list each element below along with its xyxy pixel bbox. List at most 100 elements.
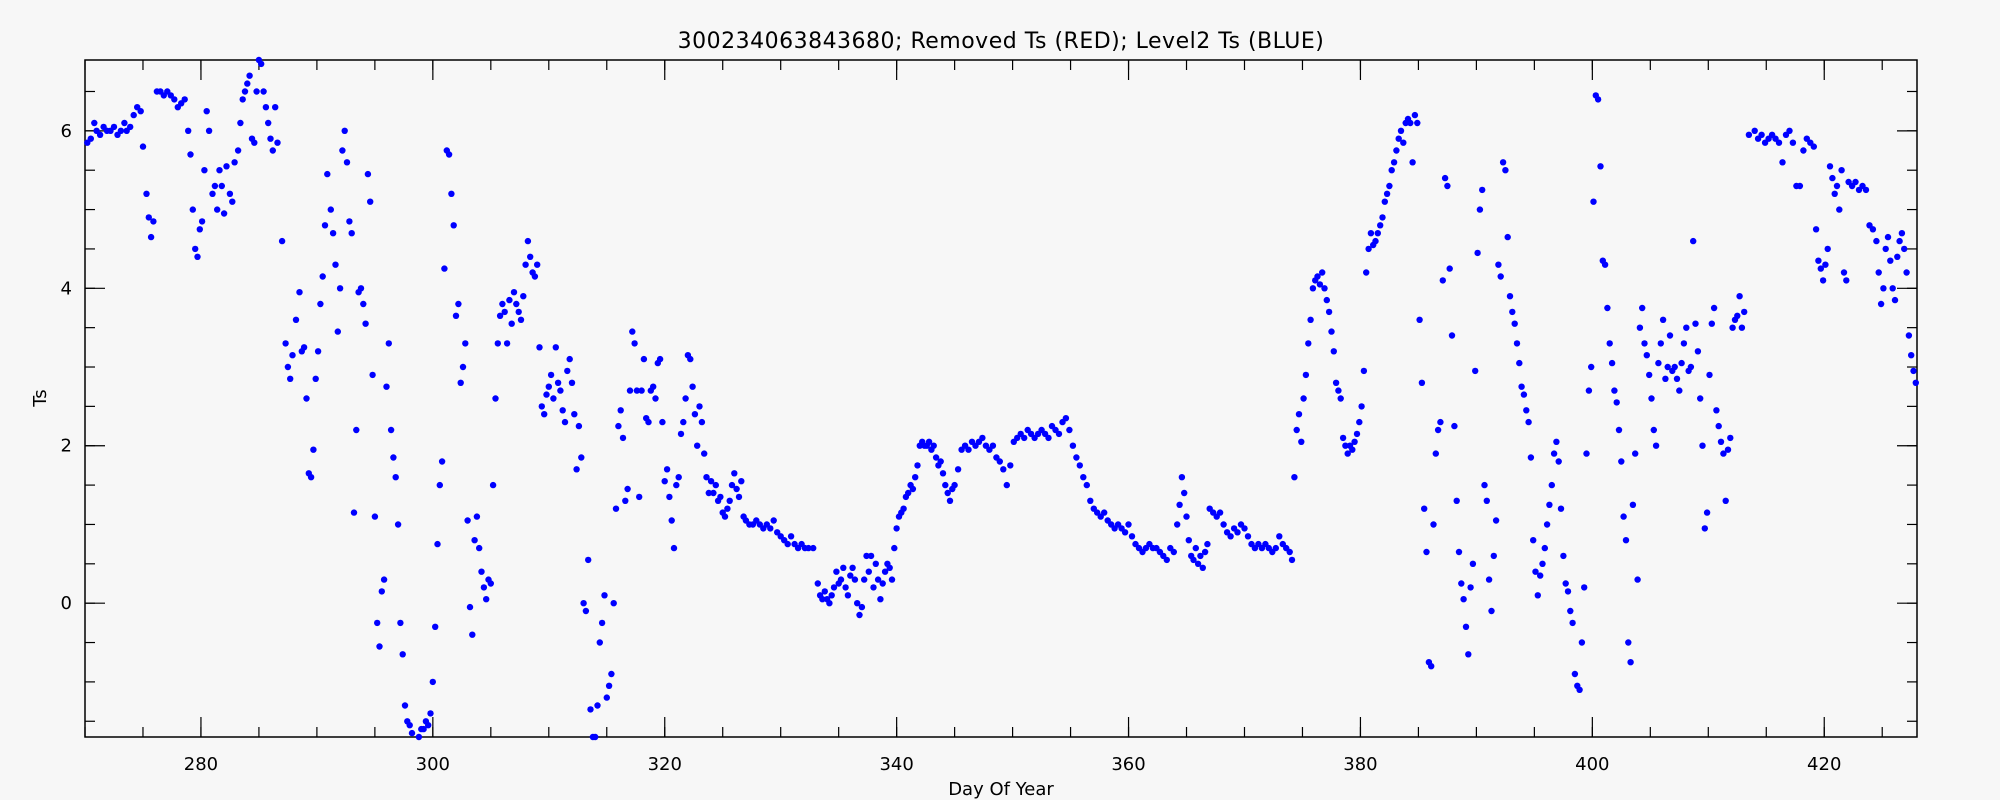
data-point: [1356, 418, 1363, 426]
data-point: [1734, 312, 1741, 319]
data-point: [1567, 607, 1574, 615]
data-point: [1648, 395, 1655, 402]
data-point: [1309, 285, 1317, 292]
data-point: [863, 552, 870, 560]
data-point: [1539, 560, 1546, 567]
y-tick-label: 6: [61, 121, 72, 142]
data-point: [1066, 426, 1073, 434]
data-point: [1590, 198, 1597, 205]
data-point: [1485, 576, 1493, 583]
data-point: [612, 505, 620, 512]
data-point: [849, 564, 856, 571]
data-point: [1069, 442, 1077, 449]
data-point: [1307, 316, 1314, 323]
data-point: [652, 395, 659, 402]
data-point: [1650, 426, 1658, 434]
data-point: [1687, 363, 1695, 371]
data-point: [1727, 434, 1734, 442]
data-point: [383, 383, 390, 390]
data-point: [1083, 481, 1091, 489]
data-point: [610, 600, 617, 607]
data-point: [1604, 304, 1611, 312]
data-point: [287, 375, 294, 382]
data-point: [677, 430, 685, 438]
data-point: [1896, 237, 1903, 245]
data-point: [874, 576, 882, 583]
data-point: [615, 422, 622, 430]
data-point: [241, 88, 249, 95]
data-point: [805, 544, 812, 552]
data-point: [1451, 422, 1458, 430]
data-point: [260, 88, 267, 95]
data-point: [564, 367, 571, 375]
data-point: [914, 462, 921, 469]
data-point: [181, 96, 188, 103]
data-point: [492, 395, 499, 402]
data-point: [1204, 540, 1211, 548]
data-point: [1163, 556, 1171, 564]
data-point: [1720, 450, 1727, 457]
data-point: [137, 108, 144, 115]
data-point: [216, 167, 223, 174]
x-tick-label: 280: [184, 754, 218, 775]
data-point: [192, 245, 199, 253]
data-point: [1569, 619, 1576, 627]
data-point: [1349, 446, 1356, 453]
data-point: [867, 552, 875, 560]
data-point: [1576, 686, 1583, 693]
data-point: [494, 340, 501, 347]
data-point: [1377, 222, 1384, 229]
data-point: [1194, 560, 1202, 567]
data-point: [1374, 230, 1382, 237]
data-point: [814, 580, 821, 587]
data-point: [1530, 537, 1537, 544]
data-point: [568, 379, 576, 386]
data-point: [300, 344, 308, 351]
data-point: [1509, 308, 1516, 316]
data-point: [767, 525, 774, 532]
data-point: [1894, 253, 1901, 260]
data-point: [1581, 584, 1588, 591]
data-point: [1495, 261, 1502, 268]
data-point: [617, 407, 624, 414]
data-point: [211, 182, 219, 190]
data-point: [480, 584, 488, 591]
data-point: [1779, 159, 1786, 166]
data-point: [1534, 592, 1542, 599]
data-point: [1627, 659, 1634, 666]
data-point: [879, 580, 886, 587]
data-point: [1819, 277, 1827, 284]
data-point: [1434, 426, 1442, 434]
data-point: [1875, 269, 1882, 276]
data-point: [390, 454, 397, 461]
data-point: [1365, 245, 1372, 253]
data-point: [682, 395, 689, 402]
data-point: [1550, 450, 1558, 457]
data-point: [1738, 324, 1746, 331]
data-point: [327, 206, 334, 213]
data-point: [592, 733, 599, 741]
data-point: [1407, 119, 1414, 127]
data-point: [1710, 304, 1718, 312]
data-point: [629, 328, 636, 335]
data-point: [96, 131, 104, 138]
data-point: [601, 592, 608, 599]
data-point: [633, 387, 641, 394]
data-point: [513, 300, 520, 308]
data-point: [1646, 371, 1653, 379]
data-point: [1414, 119, 1421, 127]
data-point: [1335, 387, 1342, 394]
data-point: [954, 466, 962, 473]
data-point: [489, 481, 497, 489]
data-point: [267, 135, 274, 142]
data-point: [1430, 521, 1437, 528]
data-point: [274, 139, 281, 146]
data-point: [1190, 556, 1197, 564]
data-point: [1409, 159, 1416, 166]
data-point: [557, 387, 564, 394]
data-point: [1000, 466, 1007, 473]
data-point: [464, 517, 471, 524]
x-tick-label: 340: [879, 754, 913, 775]
data-point: [1745, 131, 1753, 138]
data-point: [636, 493, 643, 501]
